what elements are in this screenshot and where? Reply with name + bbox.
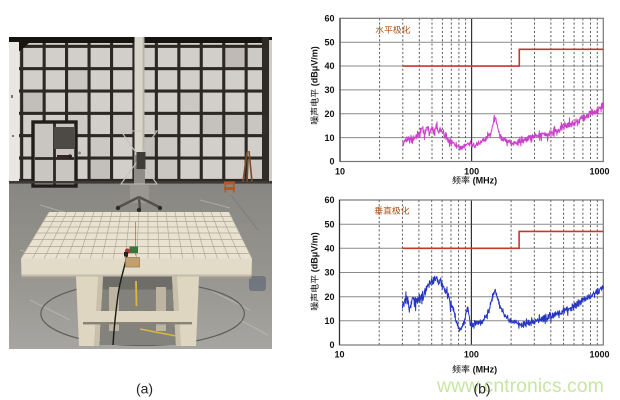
svg-text:100: 100 <box>464 166 479 176</box>
svg-text:50: 50 <box>324 37 334 47</box>
svg-text:10: 10 <box>334 350 344 360</box>
svg-text:0: 0 <box>329 340 334 350</box>
svg-text:50: 50 <box>324 219 334 229</box>
svg-text:(a): (a) <box>136 381 153 397</box>
svg-text:30: 30 <box>324 268 334 278</box>
svg-text:(b): (b) <box>473 381 490 397</box>
svg-text:100: 100 <box>464 350 479 360</box>
svg-text:0: 0 <box>329 157 334 167</box>
svg-text:20: 20 <box>324 292 334 302</box>
svg-text:20: 20 <box>324 109 334 119</box>
svg-text:40: 40 <box>324 61 334 71</box>
svg-text:1000: 1000 <box>589 166 609 176</box>
svg-text:10: 10 <box>324 316 334 326</box>
svg-text:1000: 1000 <box>589 350 609 360</box>
svg-text:40: 40 <box>324 244 334 254</box>
svg-text:60: 60 <box>324 195 334 205</box>
svg-text:60: 60 <box>324 14 334 24</box>
svg-text:(dBμV/m): (dBμV/m) <box>310 232 320 272</box>
svg-text:www.cntronics.com: www.cntronics.com <box>436 375 604 397</box>
svg-text:10: 10 <box>324 133 334 143</box>
svg-text:(MHz): (MHz) <box>473 364 498 374</box>
svg-text:(dBμV/m): (dBμV/m) <box>310 46 320 86</box>
svg-text:10: 10 <box>335 166 345 176</box>
svg-text:(MHz): (MHz) <box>473 175 498 185</box>
svg-text:30: 30 <box>324 85 334 95</box>
